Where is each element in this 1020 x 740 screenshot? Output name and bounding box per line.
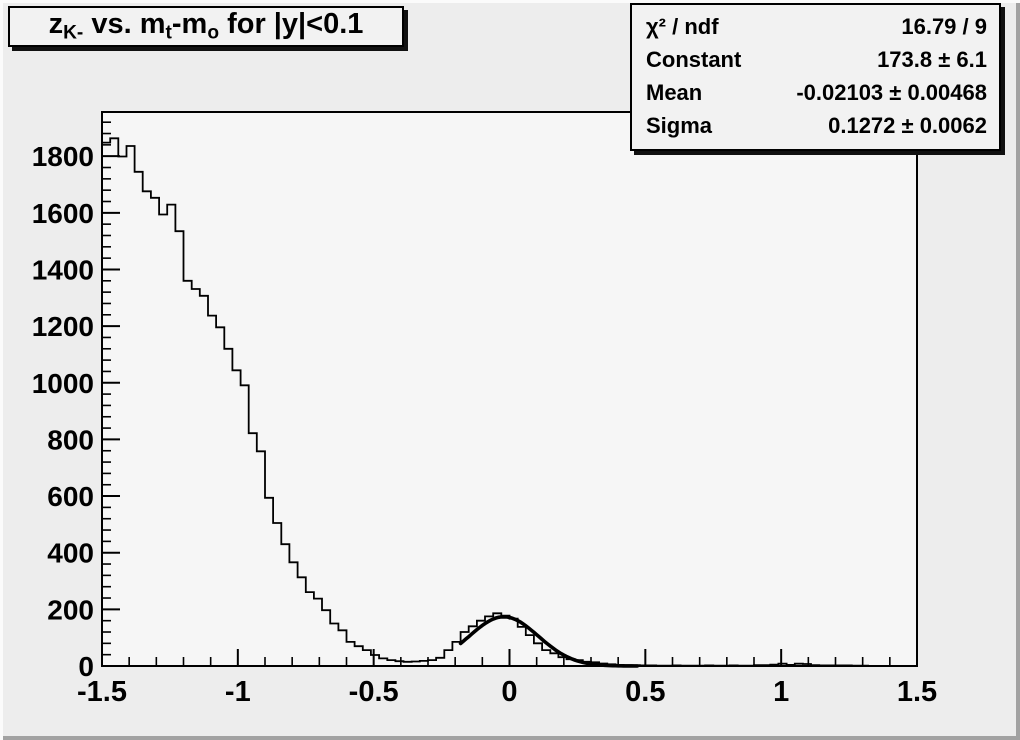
stat-row-chi2: χ² / ndf 16.79 / 9 <box>646 14 987 40</box>
stat-label-chi2: χ² / ndf <box>646 13 719 39</box>
stats-box: χ² / ndf 16.79 / 9 Constant 173.8 ± 6.1 … <box>630 3 1001 151</box>
stat-label-mean: Mean <box>646 79 703 105</box>
x-tick-label: -1.5 <box>77 676 127 708</box>
y-tick-label: 200 <box>47 594 94 625</box>
x-tick-label: -0.5 <box>349 676 399 708</box>
y-tick-label: 1800 <box>32 141 94 172</box>
y-tick-label: 600 <box>47 481 94 512</box>
y-tick-label: 400 <box>47 538 94 569</box>
x-tick-label: 1.5 <box>897 676 937 708</box>
stat-label-sigma: Sigma <box>646 112 713 138</box>
x-tick-label: -1 <box>225 676 251 708</box>
y-tick-label: 800 <box>47 424 94 455</box>
stat-value-mean: -0.02103 ± 0.00468 <box>796 79 987 105</box>
y-tick-label: 1400 <box>32 254 94 285</box>
plot-title: zK- vs. mt-mo for |y|<0.1 <box>48 8 364 44</box>
stat-row-constant: Constant 173.8 ± 6.1 <box>646 47 987 73</box>
stat-value-constant: 173.8 ± 6.1 <box>877 46 987 72</box>
histogram-line <box>102 137 917 667</box>
y-tick-label: 1000 <box>32 368 94 399</box>
stat-value-sigma: 0.1272 ± 0.0062 <box>828 112 987 138</box>
stat-row-sigma: Sigma 0.1272 ± 0.0062 <box>646 113 987 139</box>
x-tick-label: 0.5 <box>625 676 665 708</box>
fit-curve <box>458 614 639 668</box>
x-tick-label: 1 <box>773 676 789 708</box>
title-box: zK- vs. mt-mo for |y|<0.1 <box>8 6 404 47</box>
x-tick-label: 0 <box>501 676 517 708</box>
y-tick-label: 1200 <box>32 311 94 342</box>
y-tick-label: 1600 <box>32 198 94 229</box>
stat-value-chi2: 16.79 / 9 <box>901 13 987 39</box>
y-tick-label: 0 <box>78 651 94 682</box>
stat-label-constant: Constant <box>646 46 742 72</box>
plot-frame <box>101 111 918 667</box>
stat-row-mean: Mean -0.02103 ± 0.00468 <box>646 80 987 106</box>
